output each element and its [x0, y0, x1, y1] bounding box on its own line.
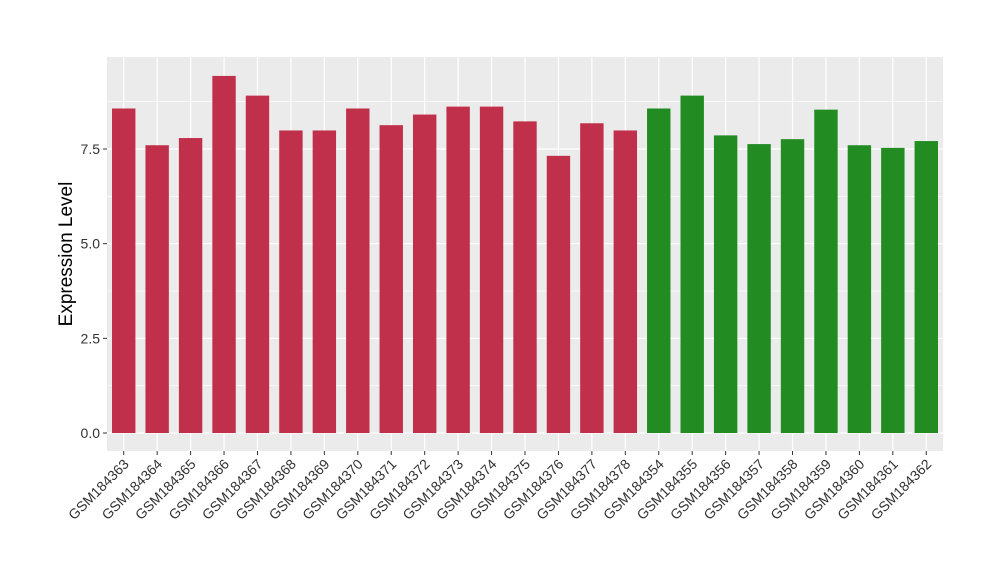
bar-GSM184361	[881, 147, 905, 434]
y-tick-label: 7.5	[81, 141, 101, 157]
bar-GSM184355	[680, 95, 704, 434]
bar-GSM184364	[145, 145, 169, 434]
bar-GSM184374	[479, 106, 504, 434]
bars	[112, 75, 938, 434]
bar-GSM184367	[245, 95, 270, 434]
bar-GSM184363	[112, 108, 136, 434]
bar-GSM184365	[178, 138, 203, 434]
y-axis-label: Expression Level	[56, 182, 77, 327]
bar-GSM184372	[412, 114, 437, 434]
bar-GSM184378	[613, 130, 638, 434]
bar-GSM184362	[914, 141, 938, 434]
bar-GSM184356	[713, 135, 738, 434]
bar-GSM184371	[379, 125, 403, 434]
bar-GSM184370	[346, 108, 370, 434]
y-tick-label: 5.0	[81, 236, 101, 252]
bar-GSM184358	[780, 139, 805, 434]
bar-GSM184354	[647, 108, 671, 434]
bar-GSM184377	[580, 123, 604, 434]
y-axis: 0.0 2.5 5.0 7.5	[81, 141, 107, 441]
x-axis: GSM184363GSM184364GSM184365GSM184366GSM1…	[65, 451, 935, 523]
bar-GSM184373	[446, 106, 470, 434]
bar-GSM184376	[546, 155, 571, 434]
bar-GSM184360	[847, 145, 872, 434]
bar-GSM184369	[312, 130, 337, 434]
y-tick-label: 0.0	[81, 425, 101, 441]
y-tick-label: 2.5	[81, 330, 101, 346]
bar-GSM184368	[279, 130, 303, 434]
bar-GSM184359	[814, 109, 838, 434]
bar-GSM184357	[747, 144, 771, 434]
bar-GSM184366	[212, 75, 236, 434]
bar-GSM184375	[513, 121, 537, 434]
